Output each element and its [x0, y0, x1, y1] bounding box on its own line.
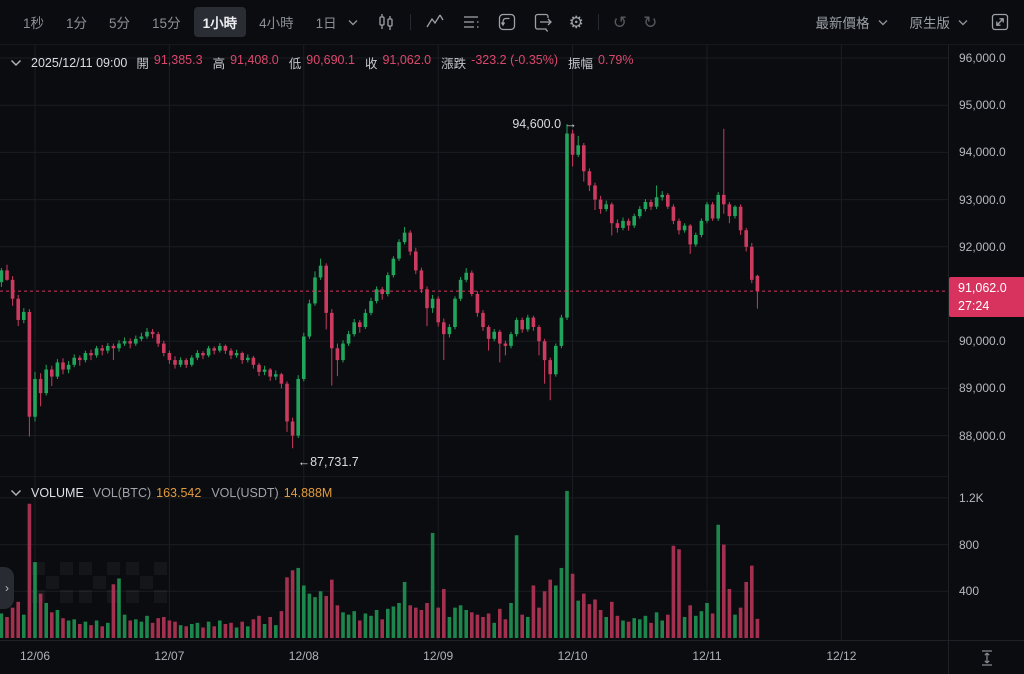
field-收: 收 91,062.0	[364, 53, 432, 71]
candle-datetime: 2025/12/11 09:00	[31, 55, 128, 70]
field-開: 開 91,385.3	[136, 53, 203, 71]
chevron-down-icon	[958, 19, 968, 25]
session-low-annotation: ←87,731.7	[297, 455, 359, 470]
redo-icon[interactable]: ↻	[643, 12, 658, 32]
time-axis-label: 12/10	[557, 649, 588, 663]
timeframe-1分[interactable]: 1分	[57, 7, 96, 37]
fullscreen-expand-icon[interactable]	[990, 12, 1010, 32]
price-axis-label: 95,000.0	[959, 98, 1006, 113]
price-axis-label: 90,000.0	[959, 334, 1006, 349]
timeframe-1秒[interactable]: 1秒	[14, 7, 53, 37]
last-price-value: 91,062.0	[958, 281, 1007, 296]
price-axis[interactable]: 91,062.0 27:24 96,000.0 95,000.0 94,000.0 9…	[948, 45, 1024, 640]
settings-gear-icon[interactable]: ⚙	[568, 12, 584, 32]
timeframe-4小時[interactable]: 4小時	[250, 7, 303, 37]
chart-display-settings-icon[interactable]	[461, 12, 481, 32]
time-axis-label: 12/09	[423, 649, 454, 663]
undo-icon[interactable]: ↺	[612, 12, 628, 32]
replay-backtest-icon[interactable]	[497, 12, 517, 32]
ohlc-readout: 2025/12/11 09:00 開 91,385.3 高 91,408.0 低 90,6…	[10, 53, 633, 72]
field-振幅: 振幅 0.79%	[568, 53, 634, 71]
time-axis-label: 12/06	[19, 649, 51, 663]
price-axis-label: 94,000.0	[959, 145, 1006, 160]
candlestick-chart-type-icon[interactable]	[376, 12, 396, 32]
timeframe-15分[interactable]: 15分	[143, 7, 190, 37]
resize-vertical-icon	[981, 649, 992, 666]
candle-countdown: 27:24	[958, 299, 990, 314]
price-axis-label: 88,000.0	[959, 428, 1006, 443]
timeframe-1日[interactable]: 1日	[307, 7, 346, 37]
price-axis-label: 89,000.0	[959, 381, 1006, 396]
chart-version-dropdown[interactable]: 原生版	[910, 12, 969, 32]
chevron-down-icon	[878, 19, 887, 25]
timeframe-more-chevron-icon[interactable]	[348, 19, 358, 26]
toolbar-right-group: 最新價格 原生版	[816, 12, 1011, 32]
axis-resize-handle[interactable]	[948, 640, 1024, 674]
field-VOL(BTC): VOL(BTC) 163.542	[92, 486, 202, 500]
time-axis-label: 12/12	[826, 649, 857, 663]
field-漲跌: 漲跌 -323.2 (-0.35%)	[441, 53, 559, 71]
chart-toolbar: 1秒 1分 5分 15分 1小時 4小時 1日 ⚙ ↺ ↻ 最新價格	[0, 0, 1024, 45]
volume-axis-label: 1.2K	[959, 490, 984, 505]
timeframe-selector: 1秒 1分 5分 15分 1小時 4小時 1日	[14, 7, 346, 37]
timeframe-1小時[interactable]: 1小時	[193, 7, 247, 37]
field-高: 高 91,408.0	[212, 53, 279, 71]
chart-version-label: 原生版	[909, 16, 951, 31]
price-mode-dropdown[interactable]: 最新價格	[816, 12, 888, 32]
field-低: 低 90,690.1	[288, 53, 355, 71]
toolbar-divider	[597, 14, 599, 30]
chart-area[interactable]: 2025/12/11 09:00 開 91,385.3 高 91,408.0 低 90,6…	[0, 45, 948, 640]
price-mode-label: 最新價格	[815, 16, 870, 31]
ohlc-fields: 開 91,385.3 高 91,408.0 低 90,690.1 收 91,062.0 漲跌 -3…	[136, 53, 633, 72]
volume-axis-label: 800	[959, 537, 980, 552]
toolbar-divider	[409, 14, 411, 30]
time-axis-label: 12/07	[154, 649, 185, 663]
session-high-annotation: 94,600.0 →	[512, 117, 577, 132]
price-axis-label: 92,000.0	[959, 239, 1006, 254]
time-axis-label: 12/11	[692, 649, 722, 663]
collapse-volume-chevron-icon[interactable]	[10, 489, 22, 497]
volume-fields: VOL(BTC) 163.542 VOL(USDT) 14.888M	[93, 486, 333, 500]
price-axis-label: 93,000.0	[959, 192, 1006, 207]
timeframe-5分[interactable]: 5分	[100, 7, 139, 37]
last-price-tag: 91,062.0 27:24	[949, 277, 1024, 318]
volume-axis-label: 400	[959, 584, 980, 599]
price-axis-label: 96,000.0	[959, 51, 1006, 65]
candlestick-chart[interactable]	[0, 45, 948, 640]
time-axis[interactable]: 12/06 12/07 12/08 12/09 12/10 12/11 12/12	[0, 640, 948, 674]
indicators-icon[interactable]	[425, 12, 445, 32]
field-VOL(USDT): VOL(USDT) 14.888M	[211, 486, 333, 500]
collapse-panel-handle[interactable]: ›	[0, 567, 14, 609]
save-layout-icon[interactable]	[533, 12, 553, 32]
collapse-ohlc-chevron-icon[interactable]	[10, 59, 22, 67]
volume-header: VOLUME VOL(BTC) 163.542 VOL(USDT) 14.888M	[10, 486, 332, 500]
volume-title: VOLUME	[31, 486, 84, 500]
time-axis-label: 12/08	[288, 649, 319, 663]
